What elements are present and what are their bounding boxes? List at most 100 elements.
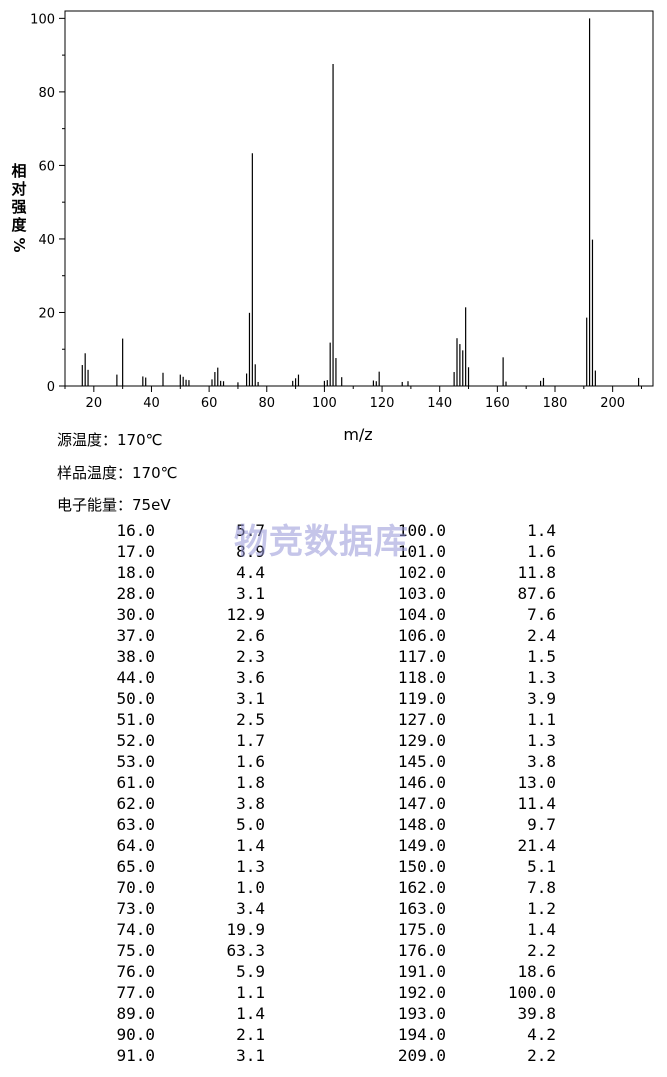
table-row: 74.0 19.9 175.0 1.4	[0, 919, 667, 940]
peak-mz: 194.0	[397, 1025, 446, 1044]
peak-intensity: 3.4	[236, 899, 265, 918]
y-axis-label: 相 对 强 度 %	[8, 162, 30, 254]
peak-intensity: 2.2	[527, 1046, 556, 1065]
peak-mz: 148.0	[397, 815, 446, 834]
table-row: 61.0 1.8 146.0 13.0	[0, 772, 667, 793]
peak-intensity: 3.1	[236, 689, 265, 708]
peak-intensity: 1.4	[236, 836, 265, 855]
peak-intensity: 100.0	[507, 983, 556, 1002]
peak-intensity: 3.6	[236, 668, 265, 687]
y-tick-label: 100	[30, 12, 55, 27]
table-row: 17.0 8.9 101.0 1.6	[0, 541, 667, 562]
table-row: 16.0 5.7 100.0 1.4	[0, 520, 667, 541]
peak-mz: 73.0	[116, 899, 155, 918]
peak-mz: 119.0	[397, 689, 446, 708]
y-axis-label-char: 强	[11, 198, 27, 216]
peak-intensity: 1.2	[527, 899, 556, 918]
peak-intensity: 1.4	[527, 521, 556, 540]
peak-mz: 104.0	[397, 605, 446, 624]
y-tick-label: 80	[38, 86, 55, 101]
peak-intensity: 1.4	[527, 920, 556, 939]
peak-intensity: 5.9	[236, 962, 265, 981]
condition-label: 电子能量：	[57, 496, 133, 514]
peak-intensity: 2.1	[236, 1025, 265, 1044]
table-row: 65.0 1.3 150.0 5.1	[0, 856, 667, 877]
peak-intensity: 87.6	[517, 584, 556, 603]
peak-mz: 52.0	[116, 731, 155, 750]
peak-mz: 127.0	[397, 710, 446, 729]
peak-intensity: 1.6	[236, 752, 265, 771]
peak-mz: 117.0	[397, 647, 446, 666]
peak-mz: 146.0	[397, 773, 446, 792]
peak-mz: 30.0	[116, 605, 155, 624]
peak-mz: 163.0	[397, 899, 446, 918]
condition-source-temperature: 源温度：170℃	[57, 429, 163, 450]
condition-value: 170℃	[117, 431, 163, 449]
peak-intensity: 39.8	[517, 1004, 556, 1023]
peak-intensity: 2.4	[527, 626, 556, 645]
peak-mz: 63.0	[116, 815, 155, 834]
peak-intensity: 3.8	[527, 752, 556, 771]
x-tick-label: 60	[201, 396, 218, 411]
table-row: 70.0 1.0 162.0 7.8	[0, 877, 667, 898]
table-row: 89.0 1.4 193.0 39.8	[0, 1003, 667, 1024]
table-row: 37.0 2.6 106.0 2.4	[0, 625, 667, 646]
peak-intensity: 2.5	[236, 710, 265, 729]
peak-mz: 191.0	[397, 962, 446, 981]
peak-mz: 150.0	[397, 857, 446, 876]
peak-intensity: 1.1	[236, 983, 265, 1002]
table-row: 52.0 1.7 129.0 1.3	[0, 730, 667, 751]
x-tick-label: 120	[370, 396, 395, 411]
peak-mz: 16.0	[116, 521, 155, 540]
table-row: 63.0 5.0 148.0 9.7	[0, 814, 667, 835]
condition-value: 75eV	[132, 496, 171, 514]
peak-intensity: 1.8	[236, 773, 265, 792]
y-tick-label: 0	[47, 380, 55, 395]
x-tick-label: 100	[312, 396, 337, 411]
peak-mz: 106.0	[397, 626, 446, 645]
table-row: 73.0 3.4 163.0 1.2	[0, 898, 667, 919]
table-row: 30.0 12.9 104.0 7.6	[0, 604, 667, 625]
peak-mz: 53.0	[116, 752, 155, 771]
peak-intensity: 2.3	[236, 647, 265, 666]
peak-intensity: 2.2	[527, 941, 556, 960]
mass-spectrum-chart: 0 20 40 60 80 100 20 40 60 80 100 120 140 160 180 200 m/…	[30, 10, 654, 444]
condition-label: 源温度：	[57, 431, 118, 449]
table-row: 53.0 1.6 145.0 3.8	[0, 751, 667, 772]
peak-mz: 209.0	[397, 1046, 446, 1065]
peak-mz: 162.0	[397, 878, 446, 897]
peak-intensity: 1.5	[527, 647, 556, 666]
peak-intensity: 1.6	[527, 542, 556, 561]
condition-electron-energy: 电子能量：75eV	[57, 494, 171, 515]
peak-intensity: 3.1	[236, 584, 265, 603]
peak-mz: 176.0	[397, 941, 446, 960]
peak-intensity: 1.4	[236, 1004, 265, 1023]
y-axis-label-char: 对	[11, 180, 27, 198]
condition-sample-temperature: 样品温度：170℃	[57, 462, 178, 483]
peak-mz: 77.0	[116, 983, 155, 1002]
table-row: 75.0 63.3 176.0 2.2	[0, 940, 667, 961]
peak-mz: 89.0	[116, 1004, 155, 1023]
peak-mz: 91.0	[116, 1046, 155, 1065]
peak-mz: 147.0	[397, 794, 446, 813]
peak-mz: 75.0	[116, 941, 155, 960]
y-tick-label: 40	[38, 233, 55, 248]
peak-mz: 64.0	[116, 836, 155, 855]
table-row: 64.0 1.4 149.0 21.4	[0, 835, 667, 856]
peak-mz: 149.0	[397, 836, 446, 855]
table-row: 51.0 2.5 127.0 1.1	[0, 709, 667, 730]
watermark: 物竞数据库	[234, 522, 409, 562]
table-row: 38.0 2.3 117.0 1.5	[0, 646, 667, 667]
x-tick-label: 200	[600, 396, 625, 411]
peak-mz: 129.0	[397, 731, 446, 750]
peak-intensity: 2.6	[236, 626, 265, 645]
peak-intensity: 4.2	[527, 1025, 556, 1044]
x-tick-label: 140	[427, 396, 452, 411]
y-axis-label-char: %	[10, 237, 28, 253]
peak-intensity: 1.3	[236, 857, 265, 876]
x-tick-label: 80	[258, 396, 275, 411]
table-row: 50.0 3.1 119.0 3.9	[0, 688, 667, 709]
condition-label: 样品温度：	[57, 464, 133, 482]
peak-mz: 192.0	[397, 983, 446, 1002]
condition-value: 170℃	[132, 464, 178, 482]
